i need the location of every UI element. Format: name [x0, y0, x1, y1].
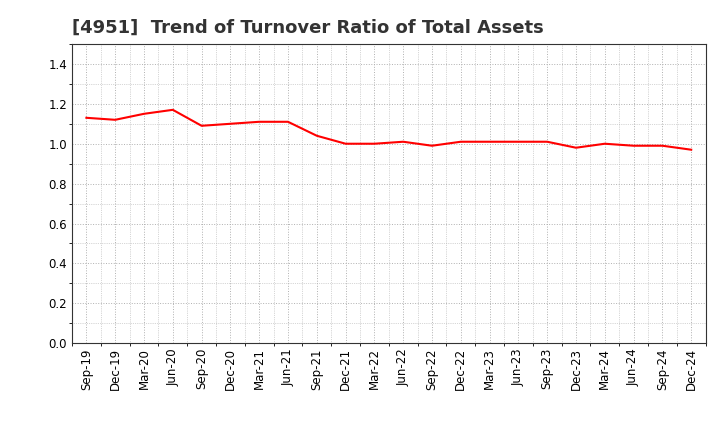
Text: [4951]  Trend of Turnover Ratio of Total Assets: [4951] Trend of Turnover Ratio of Total … [72, 19, 544, 37]
